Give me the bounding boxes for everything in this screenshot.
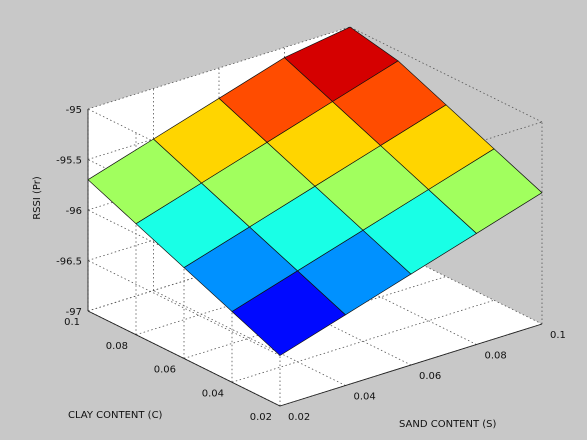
grid-line <box>231 299 495 383</box>
z-tick-label: -95.5 <box>56 156 82 167</box>
axes-frame <box>87 109 543 407</box>
grid-line <box>87 26 351 110</box>
y-tick-label: 0.08 <box>106 341 128 352</box>
z-tick-label: -97 <box>66 307 82 318</box>
surface <box>87 26 543 356</box>
z-tick-label: -96 <box>66 206 82 217</box>
y-axis-label: CLAY CONTENT (C) <box>68 410 163 421</box>
surface-facet <box>283 26 399 102</box>
x-tick-label: 0.1 <box>550 330 566 341</box>
y-tick-label: 0.02 <box>250 412 272 423</box>
z-tick-label: -96.5 <box>56 257 82 268</box>
y-tick-label: 0.1 <box>64 317 80 328</box>
x-axis-line <box>279 323 543 407</box>
x-tick-label: 0.08 <box>485 351 507 362</box>
x-tick-labels: 0.02 0.04 0.06 0.08 0.1 <box>288 330 566 423</box>
z-tick-label: -95 <box>66 105 82 116</box>
x-axis-label: SAND CONTENT (S) <box>399 419 497 430</box>
x-tick-label: 0.02 <box>288 412 310 423</box>
y-tick-label: 0.04 <box>202 388 224 399</box>
x-tick-label: 0.04 <box>354 392 376 403</box>
y-tick-labels: 0.02 0.04 0.06 0.08 0.1 <box>64 317 272 423</box>
z-tick-labels: -95 -95.5 -96 -96.5 -97 <box>56 105 82 318</box>
y-tick-label: 0.06 <box>154 365 176 376</box>
z-axis-label: RSSI (Pr) <box>32 176 43 220</box>
y-axis-line <box>87 310 281 407</box>
x-tick-label: 0.06 <box>419 371 441 382</box>
